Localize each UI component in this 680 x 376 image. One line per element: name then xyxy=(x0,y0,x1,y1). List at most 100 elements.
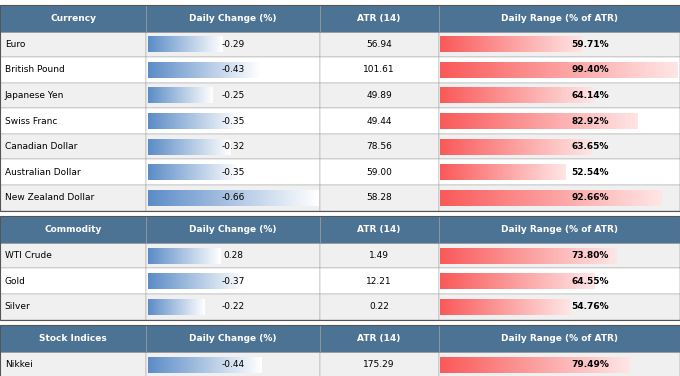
Bar xyxy=(320,32,439,57)
Bar xyxy=(0,216,680,320)
Bar xyxy=(320,83,439,108)
Bar xyxy=(146,32,320,57)
Text: 73.80%: 73.80% xyxy=(571,251,609,260)
Bar xyxy=(146,216,320,243)
Bar xyxy=(0,159,146,185)
Bar xyxy=(320,108,439,134)
Bar xyxy=(439,325,680,352)
Text: 0.28: 0.28 xyxy=(223,251,243,260)
Bar xyxy=(320,185,439,211)
Bar xyxy=(0,83,146,108)
Bar xyxy=(439,108,680,134)
Bar xyxy=(146,83,320,108)
Bar xyxy=(320,325,439,352)
Bar xyxy=(320,5,439,32)
Text: 54.76%: 54.76% xyxy=(571,302,609,311)
Text: 59.00: 59.00 xyxy=(366,168,392,177)
Bar xyxy=(0,243,146,268)
Bar xyxy=(320,57,439,83)
Text: ATR (14): ATR (14) xyxy=(358,14,401,23)
Text: -0.35: -0.35 xyxy=(221,117,245,126)
Bar xyxy=(0,32,146,57)
Bar xyxy=(320,134,439,159)
Bar xyxy=(0,185,146,211)
Bar xyxy=(320,159,439,185)
Text: -0.32: -0.32 xyxy=(221,142,245,151)
Bar xyxy=(0,352,146,376)
Text: Daily Change (%): Daily Change (%) xyxy=(189,14,277,23)
Bar xyxy=(146,243,320,268)
Text: ATR (14): ATR (14) xyxy=(358,334,401,343)
Bar xyxy=(146,5,320,32)
Text: -0.43: -0.43 xyxy=(221,65,245,74)
Text: -0.35: -0.35 xyxy=(221,168,245,177)
Bar xyxy=(320,216,439,243)
Bar xyxy=(320,268,439,294)
Text: ATR (14): ATR (14) xyxy=(358,225,401,234)
Text: 101.61: 101.61 xyxy=(363,65,395,74)
Bar xyxy=(0,325,680,376)
Text: Stock Indices: Stock Indices xyxy=(39,334,107,343)
Text: Japanese Yen: Japanese Yen xyxy=(5,91,64,100)
Bar xyxy=(439,57,680,83)
Text: Daily Change (%): Daily Change (%) xyxy=(189,334,277,343)
Text: New Zealand Dollar: New Zealand Dollar xyxy=(5,193,94,202)
Text: Daily Range (% of ATR): Daily Range (% of ATR) xyxy=(500,334,618,343)
Bar xyxy=(320,352,439,376)
Bar xyxy=(439,5,680,32)
Bar xyxy=(146,325,320,352)
Text: -0.66: -0.66 xyxy=(221,193,245,202)
Text: Daily Range (% of ATR): Daily Range (% of ATR) xyxy=(500,225,618,234)
Bar xyxy=(146,57,320,83)
Bar xyxy=(439,83,680,108)
Bar xyxy=(0,108,146,134)
Text: Silver: Silver xyxy=(5,302,31,311)
Text: Daily Change (%): Daily Change (%) xyxy=(189,225,277,234)
Bar xyxy=(439,134,680,159)
Bar xyxy=(146,159,320,185)
Text: Commodity: Commodity xyxy=(44,225,102,234)
Bar xyxy=(439,243,680,268)
Text: Currency: Currency xyxy=(50,14,96,23)
Text: 175.29: 175.29 xyxy=(363,360,395,369)
Text: -0.22: -0.22 xyxy=(221,302,245,311)
Text: 58.28: 58.28 xyxy=(367,193,392,202)
Text: Australian Dollar: Australian Dollar xyxy=(5,168,80,177)
Bar xyxy=(439,216,680,243)
Text: 92.66%: 92.66% xyxy=(571,193,609,202)
Text: Nikkei: Nikkei xyxy=(5,360,33,369)
Text: 78.56: 78.56 xyxy=(366,142,392,151)
Text: 49.89: 49.89 xyxy=(367,91,392,100)
Bar xyxy=(146,294,320,320)
Text: 49.44: 49.44 xyxy=(367,117,392,126)
Text: 1.49: 1.49 xyxy=(369,251,389,260)
Text: -0.44: -0.44 xyxy=(221,360,245,369)
Text: Daily Range (% of ATR): Daily Range (% of ATR) xyxy=(500,14,618,23)
Bar xyxy=(0,5,680,211)
Text: WTI Crude: WTI Crude xyxy=(5,251,52,260)
Bar xyxy=(0,268,146,294)
Bar xyxy=(320,243,439,268)
Bar xyxy=(0,294,146,320)
Bar xyxy=(146,134,320,159)
Bar xyxy=(0,216,146,243)
Bar xyxy=(0,134,146,159)
Bar xyxy=(0,325,146,352)
Text: -0.37: -0.37 xyxy=(221,277,245,286)
Text: 79.49%: 79.49% xyxy=(571,360,609,369)
Text: 82.92%: 82.92% xyxy=(571,117,609,126)
Bar xyxy=(439,32,680,57)
Text: British Pound: British Pound xyxy=(5,65,65,74)
Text: -0.25: -0.25 xyxy=(221,91,245,100)
Bar xyxy=(146,352,320,376)
Text: 56.94: 56.94 xyxy=(367,40,392,49)
Bar xyxy=(439,352,680,376)
Bar xyxy=(0,5,146,32)
Bar xyxy=(0,57,146,83)
Text: 99.40%: 99.40% xyxy=(571,65,609,74)
Bar xyxy=(439,268,680,294)
Bar xyxy=(439,159,680,185)
Bar xyxy=(439,185,680,211)
Text: 63.65%: 63.65% xyxy=(571,142,609,151)
Text: Euro: Euro xyxy=(5,40,25,49)
